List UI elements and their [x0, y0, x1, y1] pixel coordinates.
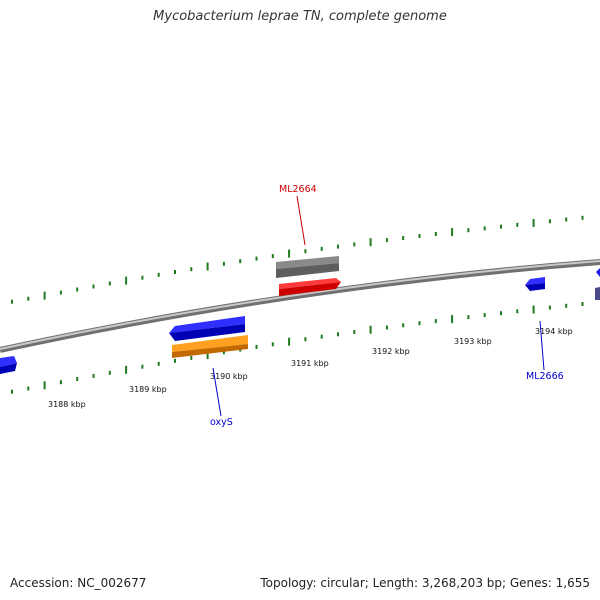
tick-label-3194: 3194 kbp [535, 327, 573, 336]
tick-label-3193: 3193 kbp [454, 337, 492, 346]
feature-reverse-gene-1[interactable] [169, 316, 245, 341]
feature-ml2664[interactable] [279, 278, 341, 296]
genome-backbone-highlight [0, 260, 600, 350]
tick-label-3190: 3190 kbp [210, 372, 248, 381]
tick-label-3188: 3188 kbp [48, 400, 86, 409]
outer-tick-row [11, 215, 584, 304]
leader-line-oxys [212, 367, 222, 417]
feature-oxys[interactable] [172, 335, 248, 358]
gene-label-ml2666[interactable]: ML2666 [526, 371, 564, 382]
gene-label-oxys[interactable]: oxyS [210, 417, 233, 428]
genome-summary-text: Topology: circular; Length: 3,268,203 bp… [260, 576, 590, 590]
feature-right-edge-gene[interactable] [595, 268, 600, 300]
leader-line-ml2664 [296, 195, 306, 246]
map-title: Mycobacterium leprae TN, complete genome [153, 9, 447, 24]
tick-label-3191: 3191 kbp [291, 359, 329, 368]
feature-pseudo-ml2664[interactable] [276, 256, 339, 278]
leader-line-ml2666 [539, 320, 545, 371]
gene-label-ml2664[interactable]: ML2664 [279, 184, 317, 195]
feature-left-edge-gene[interactable] [0, 356, 17, 374]
inner-tick-row [11, 302, 584, 394]
tick-label-3189: 3189 kbp [129, 385, 167, 394]
tick-label-3192: 3192 kbp [372, 347, 410, 356]
feature-ml2666[interactable] [525, 277, 545, 291]
scale-labels: 3188 kbp 3189 kbp 3190 kbp 3191 kbp 3192… [48, 327, 573, 409]
accession-text: Accession: NC_002677 [10, 576, 147, 590]
